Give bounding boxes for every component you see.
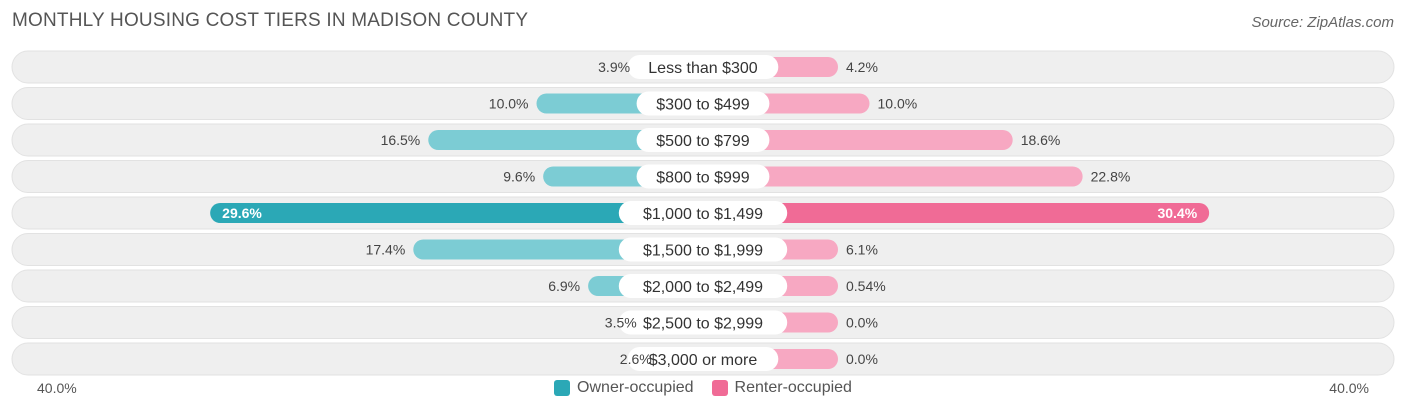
- axis-max-label: 40.0%: [1329, 380, 1369, 396]
- chart-title: MONTHLY HOUSING COST TIERS IN MADISON CO…: [12, 10, 529, 31]
- renter-value-label: 18.6%: [1021, 132, 1061, 148]
- renter-value-label: 22.8%: [1091, 169, 1131, 185]
- legend-label-renter: Renter-occupied: [734, 379, 852, 396]
- category-pill: [618, 274, 788, 298]
- axis-min-label: 40.0%: [37, 380, 77, 396]
- owner-value-label: 9.6%: [503, 169, 535, 185]
- owner-bar: [210, 203, 703, 223]
- renter-value-label: 4.2%: [846, 59, 878, 75]
- category-pill: [636, 128, 770, 152]
- category-label: $2,000 to $2,499: [643, 279, 763, 296]
- category-pill: [636, 164, 770, 189]
- category-label: $500 to $799: [656, 133, 750, 150]
- legend-swatch-owner: [554, 380, 571, 396]
- category-label: $1,000 to $1,499: [643, 206, 763, 223]
- renter-value-label: 10.0%: [878, 96, 918, 112]
- category-label: $3,000 or more: [649, 352, 758, 369]
- category-pill: [636, 91, 770, 116]
- legend-item-renter[interactable]: Renter-occupied: [711, 379, 852, 397]
- owner-value-label: 3.5%: [605, 315, 637, 331]
- renter-value-label: 30.4%: [1157, 205, 1197, 221]
- category-label: $300 to $499: [656, 97, 750, 114]
- renter-value-label: 0.0%: [846, 351, 878, 367]
- renter-bar: [703, 166, 1083, 187]
- owner-value-label: 17.4%: [366, 242, 406, 258]
- renter-value-label: 0.54%: [846, 278, 886, 294]
- owner-value-label: 29.6%: [222, 205, 262, 221]
- category-pill: [618, 310, 788, 335]
- owner-value-label: 2.6%: [620, 351, 652, 367]
- category-pill: [618, 237, 788, 262]
- renter-bar: [703, 130, 1013, 150]
- category-label: $1,500 to $1,999: [643, 243, 763, 260]
- renter-bar: [703, 203, 1210, 223]
- category-pill: [627, 55, 779, 79]
- owner-value-label: 16.5%: [381, 132, 421, 148]
- category-pill: [618, 201, 788, 225]
- category-label: Less than $300: [648, 60, 758, 77]
- category-label: $800 to $999: [656, 170, 750, 187]
- category-pill: [627, 347, 779, 371]
- renter-value-label: 6.1%: [846, 242, 878, 258]
- legend-label-owner: Owner-occupied: [577, 379, 694, 396]
- renter-value-label: 0.0%: [846, 315, 878, 331]
- owner-bar: [428, 130, 703, 150]
- owner-value-label: 10.0%: [489, 96, 529, 112]
- source-note: Source: ZipAtlas.com: [1251, 14, 1394, 31]
- owner-value-label: 3.9%: [598, 59, 630, 75]
- category-label: $2,500 to $2,999: [643, 316, 763, 333]
- owner-value-label: 6.9%: [548, 278, 580, 294]
- legend: Owner-occupied Renter-occupied: [0, 379, 1406, 397]
- legend-swatch-renter: [711, 380, 728, 396]
- legend-item-owner[interactable]: Owner-occupied: [554, 379, 694, 397]
